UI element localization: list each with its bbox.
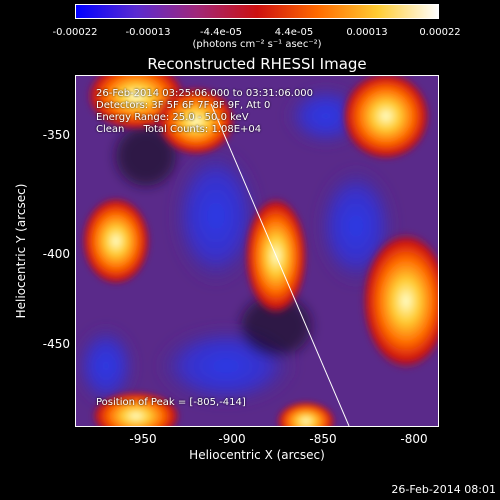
hot-source xyxy=(156,86,236,156)
hot-source xyxy=(91,391,181,426)
dark-region xyxy=(241,296,311,356)
y-tick-label: -400 xyxy=(42,247,70,261)
colorbar xyxy=(75,4,439,19)
x-tick-label: -900 xyxy=(218,432,246,446)
time-range-label: 26-Feb-2014 03:25:06.000 to 03:31:06.000 xyxy=(96,88,314,99)
negative-region xyxy=(171,146,261,286)
x-axis-label: Heliocentric X (arcsec) xyxy=(189,448,325,462)
dark-region xyxy=(116,126,176,186)
x-tick-label: -850 xyxy=(309,432,337,446)
rhessi-image-plot xyxy=(75,75,439,427)
colorbar-tick: 0.00022 xyxy=(419,27,461,38)
hot-source xyxy=(341,76,431,161)
colorbar-tick: 0.00013 xyxy=(346,27,388,38)
x-tick-label: -950 xyxy=(129,432,157,446)
image-title: Reconstructed RHESSI Image xyxy=(147,55,367,73)
y-tick-label: -350 xyxy=(42,128,70,142)
colorbar-tick: -0.00013 xyxy=(125,27,171,38)
hot-source xyxy=(361,231,438,371)
method-counts-label: Clean Total Counts: 1.08E+04 xyxy=(96,124,262,135)
rhessi-image-svg xyxy=(76,76,438,426)
detectors-label: Detectors: 3F 5F 6F 7F 8F 9F, Att 0 xyxy=(96,100,271,111)
energy-range-label: Energy Range: 25.0 - 50.0 keV xyxy=(96,112,249,123)
colorbar-tick: -0.00022 xyxy=(52,27,98,38)
x-tick-label: -800 xyxy=(400,432,428,446)
footer-timestamp: 26-Feb-2014 08:01 xyxy=(391,483,496,496)
colorbar-tick: 4.4e-05 xyxy=(274,27,314,38)
colorbar-unit-label: (photons cm⁻² s⁻¹ asec⁻²) xyxy=(192,39,322,50)
colorbar-tick: -4.4e-05 xyxy=(200,27,242,38)
solar-limb-line xyxy=(210,103,350,426)
hot-source xyxy=(276,401,336,426)
y-tick-label: -450 xyxy=(42,337,70,351)
hot-source xyxy=(81,196,151,286)
negative-region xyxy=(76,326,136,406)
peak-position-label: Position of Peak = [-805,-414] xyxy=(96,397,246,408)
y-axis-label: Heliocentric Y (arcsec) xyxy=(14,183,28,319)
